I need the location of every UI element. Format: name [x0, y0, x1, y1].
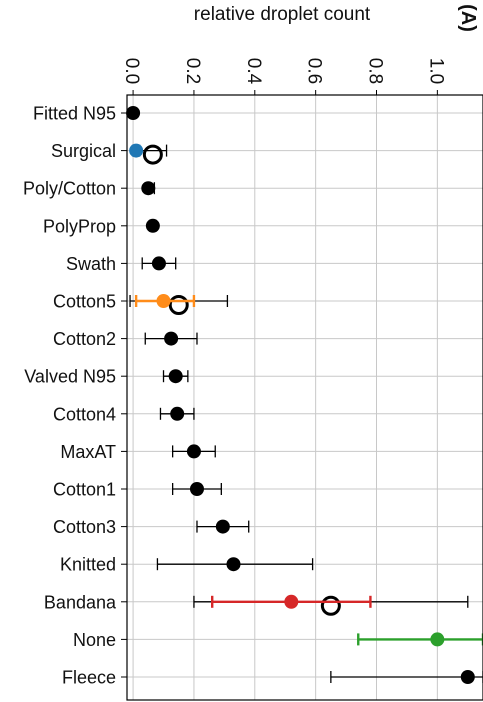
- x-axis-label: relative droplet count: [194, 4, 371, 25]
- data-point: [129, 143, 144, 158]
- data-point: [430, 632, 445, 647]
- grid: [121, 90, 483, 700]
- data-point: [215, 519, 230, 534]
- x-tick-label: 0.6: [304, 58, 325, 84]
- data-point-open: [142, 144, 163, 165]
- x-tick-label: 0.4: [243, 58, 264, 85]
- category-label: Valved N95: [24, 367, 116, 387]
- data-marks: [126, 106, 483, 684]
- category-labels: Fitted N95 Surgical Poly/Cotton PolyProp Swa…: [23, 104, 117, 688]
- data-point: [189, 482, 204, 496]
- data-point: [170, 406, 185, 421]
- category-label: Cotton5: [53, 292, 116, 312]
- x-tick-labels: 0.0 0.2 0.4 0.6 0.8 1.0: [121, 58, 446, 85]
- data-point: [151, 256, 166, 271]
- panel-label: (A): [457, 4, 479, 32]
- data-point: [141, 181, 156, 196]
- category-label: Poly/Cotton: [23, 179, 116, 199]
- category-label: Cotton4: [53, 404, 116, 424]
- data-point: [460, 670, 475, 684]
- category-label: Fleece: [62, 668, 116, 688]
- category-label: Swath: [66, 254, 116, 274]
- category-label: Knitted: [60, 555, 116, 575]
- x-tick-label: 0.8: [365, 58, 386, 84]
- data-point: [284, 594, 299, 609]
- category-label: PolyProp: [43, 216, 116, 236]
- category-label: MaxAT: [60, 442, 116, 462]
- data-point: [168, 369, 183, 384]
- data-point: [164, 331, 179, 346]
- x-tick-label: 0.0: [121, 58, 142, 84]
- x-tick-label: 0.2: [182, 58, 203, 84]
- x-tick-label: 1.0: [425, 58, 446, 84]
- data-point-open: [168, 295, 189, 315]
- data-point: [126, 106, 141, 120]
- category-label: Fitted N95: [33, 104, 116, 124]
- category-label: Cotton1: [53, 480, 116, 500]
- data-point-open: [320, 595, 341, 616]
- data-point: [226, 557, 241, 572]
- data-point: [156, 294, 171, 308]
- category-label: Cotton2: [53, 329, 116, 349]
- data-point: [186, 444, 201, 459]
- category-label: Cotton3: [53, 517, 116, 537]
- data-point: [145, 218, 160, 233]
- category-label: Bandana: [44, 592, 117, 612]
- category-label: None: [73, 630, 116, 650]
- category-label: Surgical: [51, 141, 116, 161]
- plot-frame: [126, 94, 483, 701]
